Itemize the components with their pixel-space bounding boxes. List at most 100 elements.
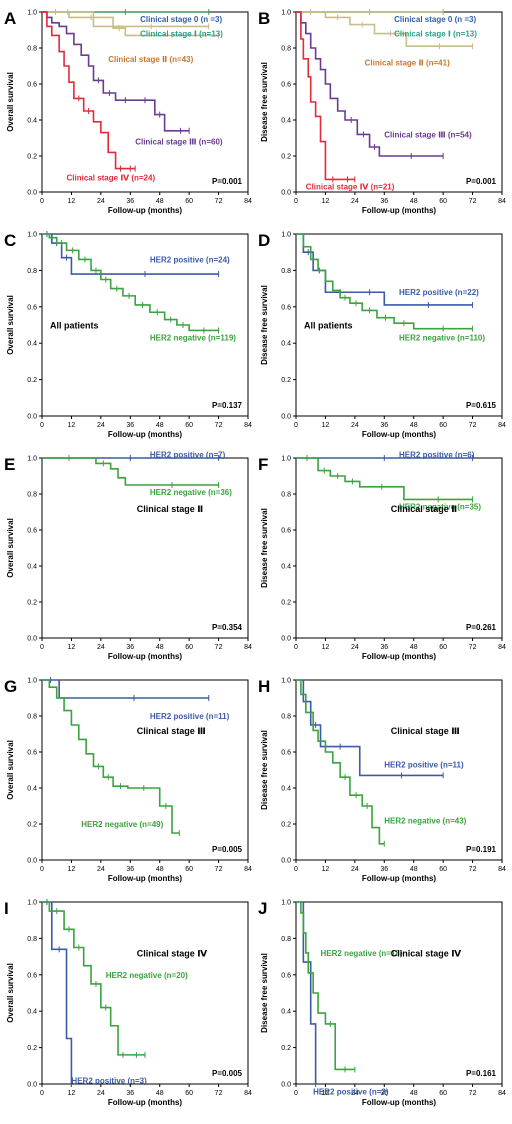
series-label: Clinical stage 0 (n =3) <box>140 15 222 24</box>
x-tick-label: 12 <box>322 866 330 873</box>
y-axis-label: Overall survival <box>6 740 15 800</box>
x-tick-label: 36 <box>380 422 388 429</box>
y-tick-label: 0.6 <box>281 304 291 311</box>
series-label: HER2 negative (n=119) <box>150 334 236 343</box>
x-tick-label: 48 <box>410 866 418 873</box>
series-label: HER2 positive (n=6) <box>399 450 475 459</box>
y-tick-label: 0.8 <box>281 936 291 943</box>
km-curve <box>296 901 317 1084</box>
y-tick-label: 0.8 <box>27 936 37 943</box>
x-tick-label: 24 <box>97 866 105 873</box>
panel-note: Clinical stage Ⅲ <box>137 726 206 736</box>
x-tick-label: 72 <box>469 422 477 429</box>
y-tick-label: 0.4 <box>27 341 37 348</box>
y-tick-label: 0.4 <box>27 786 37 793</box>
panel-note: Clinical stage Ⅳ <box>137 949 208 959</box>
y-tick-label: 0.6 <box>281 82 291 89</box>
x-tick-label: 0 <box>294 1090 298 1097</box>
km-curve <box>42 233 219 275</box>
y-tick-label: 0.6 <box>27 750 37 757</box>
p-value: P=0.001 <box>466 177 497 186</box>
x-tick-label: 12 <box>68 198 76 205</box>
x-tick-label: 60 <box>439 198 447 205</box>
x-tick-label: 12 <box>322 422 330 429</box>
y-tick-label: 1.0 <box>27 10 37 17</box>
km-curve <box>296 11 444 157</box>
x-tick-label: 36 <box>126 1090 134 1097</box>
y-tick-label: 0.4 <box>27 564 37 571</box>
y-tick-label: 0.8 <box>27 492 37 499</box>
x-tick-label: 0 <box>294 422 298 429</box>
x-tick-label: 24 <box>97 1090 105 1097</box>
y-tick-label: 0.0 <box>27 636 37 643</box>
panel-letter: G <box>4 677 17 696</box>
y-tick-label: 0.4 <box>27 1009 37 1016</box>
x-axis-label: Follow-up (months) <box>362 1098 437 1107</box>
y-tick-label: 0.6 <box>281 972 291 979</box>
y-tick-label: 0.8 <box>281 714 291 721</box>
x-tick-label: 84 <box>244 198 252 205</box>
panel-letter: C <box>4 231 16 250</box>
km-curve <box>42 457 219 486</box>
series-label: Clinical stage Ⅲ (n=60) <box>135 138 223 147</box>
x-tick-label: 60 <box>439 1090 447 1097</box>
y-tick-label: 1.0 <box>281 900 291 907</box>
x-tick-label: 36 <box>126 422 134 429</box>
panel-letter: E <box>4 455 15 474</box>
panel-letter: H <box>258 677 270 696</box>
series-label: Clinical stage Ⅲ (n=54) <box>384 130 472 139</box>
panel-B: B 0.0 0.2 0.4 0.6 0.8 1.0 0 12 24 36 48 60 72 84 Follow… <box>258 9 506 215</box>
x-tick-label: 72 <box>469 866 477 873</box>
y-tick-label: 0.2 <box>27 1045 37 1052</box>
plot-frame <box>295 233 503 417</box>
series-label: HER2 negative (n=49) <box>81 820 163 829</box>
x-tick-label: 72 <box>469 644 477 651</box>
series-label: HER2 positive (n=3) <box>313 1087 389 1096</box>
x-axis-label: Follow-up (months) <box>108 1098 183 1107</box>
series-label: HER2 positive (n=7) <box>150 450 226 459</box>
plot-frame <box>41 233 249 417</box>
km-curve <box>42 233 219 332</box>
y-tick-label: 0.0 <box>27 858 37 865</box>
y-tick-label: 0.8 <box>281 268 291 275</box>
panel-J: J 0.0 0.2 0.4 0.6 0.8 1.0 0 12 24 36 48 60 72 84 Follow… <box>258 899 506 1107</box>
series-label: HER2 negative (n=36) <box>150 488 232 497</box>
y-tick-label: 0.4 <box>27 118 37 125</box>
km-curve <box>296 11 355 181</box>
x-tick-label: 48 <box>410 198 418 205</box>
y-tick-label: 0.6 <box>27 528 37 535</box>
y-tick-label: 0.2 <box>281 600 291 607</box>
x-tick-label: 48 <box>156 198 164 205</box>
x-tick-label: 0 <box>294 198 298 205</box>
panel-note: Clinical stage Ⅱ <box>391 504 458 514</box>
x-tick-label: 84 <box>244 422 252 429</box>
y-tick-label: 0.0 <box>281 190 291 197</box>
series-label: Clinical stage Ⅱ (n=43) <box>108 55 193 64</box>
x-tick-label: 36 <box>380 866 388 873</box>
km-curve <box>42 901 73 1084</box>
x-tick-label: 48 <box>156 1090 164 1097</box>
series-label: HER2 negative (n=20) <box>106 971 188 980</box>
x-tick-label: 60 <box>439 422 447 429</box>
x-tick-label: 72 <box>215 1090 223 1097</box>
y-axis-label: Disease free survival <box>260 730 269 810</box>
y-tick-label: 0.6 <box>281 528 291 535</box>
panel-note: Clinical stage Ⅱ <box>137 504 204 514</box>
y-tick-label: 0.6 <box>27 304 37 311</box>
y-tick-label: 1.0 <box>281 456 291 463</box>
x-tick-label: 0 <box>40 866 44 873</box>
y-tick-label: 1.0 <box>27 678 37 685</box>
km-curve <box>42 679 180 834</box>
panel-E: E 0.0 0.2 0.4 0.6 0.8 1.0 0 12 24 36 48 60 72 84 Follow… <box>4 450 252 661</box>
x-tick-label: 84 <box>244 644 252 651</box>
series-label: HER2 negative (n=18) <box>321 949 403 958</box>
km-curve <box>296 901 355 1071</box>
x-tick-label: 0 <box>40 644 44 651</box>
x-tick-label: 48 <box>156 644 164 651</box>
x-axis-label: Follow-up (months) <box>362 874 437 883</box>
x-tick-label: 0 <box>294 866 298 873</box>
x-tick-label: 24 <box>351 1090 359 1097</box>
x-tick-label: 0 <box>294 644 298 651</box>
x-tick-label: 60 <box>439 644 447 651</box>
